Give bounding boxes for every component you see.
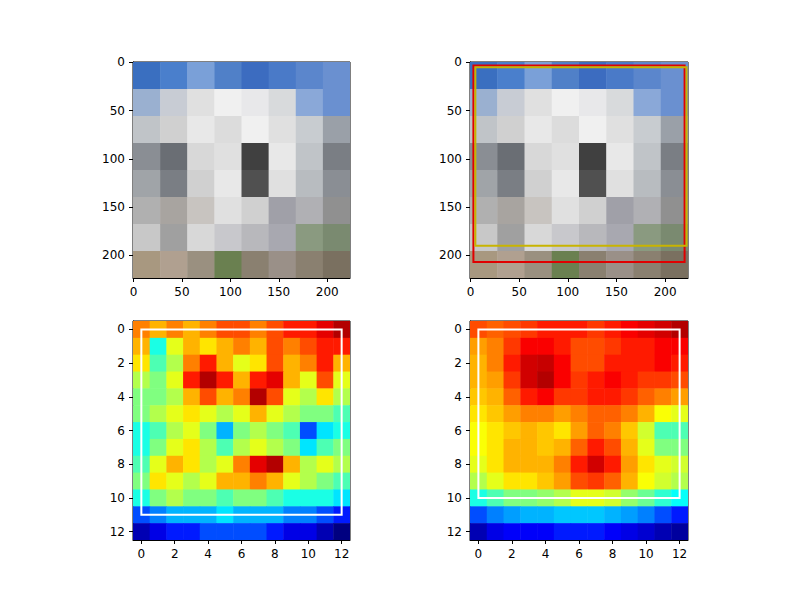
svg-text:100: 100 (102, 152, 125, 166)
svg-text:10: 10 (301, 547, 316, 561)
svg-text:8: 8 (609, 547, 617, 561)
svg-text:0: 0 (454, 322, 462, 336)
svg-text:4: 4 (454, 390, 462, 404)
svg-text:6: 6 (117, 424, 125, 438)
svg-text:0: 0 (454, 55, 462, 69)
svg-text:0: 0 (467, 285, 475, 299)
svg-text:2: 2 (171, 547, 179, 561)
svg-text:12: 12 (334, 547, 349, 561)
svg-text:150: 150 (605, 285, 628, 299)
svg-text:8: 8 (454, 457, 462, 471)
svg-text:50: 50 (447, 104, 462, 118)
svg-text:4: 4 (204, 547, 212, 561)
svg-text:0: 0 (138, 547, 146, 561)
svg-text:200: 200 (439, 248, 462, 262)
svg-text:100: 100 (556, 285, 579, 299)
svg-text:2: 2 (508, 547, 516, 561)
svg-text:12: 12 (110, 525, 125, 539)
svg-text:10: 10 (110, 491, 125, 505)
svg-text:10: 10 (638, 547, 653, 561)
svg-text:0: 0 (130, 285, 138, 299)
svg-text:150: 150 (267, 285, 290, 299)
svg-text:8: 8 (271, 547, 279, 561)
svg-text:200: 200 (316, 285, 339, 299)
svg-text:0: 0 (475, 547, 483, 561)
svg-text:10: 10 (447, 491, 462, 505)
svg-text:50: 50 (110, 104, 125, 118)
svg-text:2: 2 (117, 356, 125, 370)
svg-text:0: 0 (117, 55, 125, 69)
svg-text:0: 0 (117, 322, 125, 336)
svg-text:4: 4 (542, 547, 550, 561)
svg-text:4: 4 (117, 390, 125, 404)
svg-text:6: 6 (575, 547, 583, 561)
svg-text:50: 50 (174, 285, 189, 299)
svg-text:50: 50 (512, 285, 527, 299)
svg-text:6: 6 (454, 424, 462, 438)
svg-text:12: 12 (672, 547, 687, 561)
svg-text:150: 150 (439, 200, 462, 214)
svg-text:12: 12 (447, 525, 462, 539)
svg-text:200: 200 (102, 248, 125, 262)
svg-text:6: 6 (238, 547, 246, 561)
svg-text:8: 8 (117, 457, 125, 471)
svg-text:200: 200 (654, 285, 677, 299)
svg-text:100: 100 (219, 285, 242, 299)
svg-text:2: 2 (454, 356, 462, 370)
svg-text:100: 100 (439, 152, 462, 166)
svg-text:150: 150 (102, 200, 125, 214)
